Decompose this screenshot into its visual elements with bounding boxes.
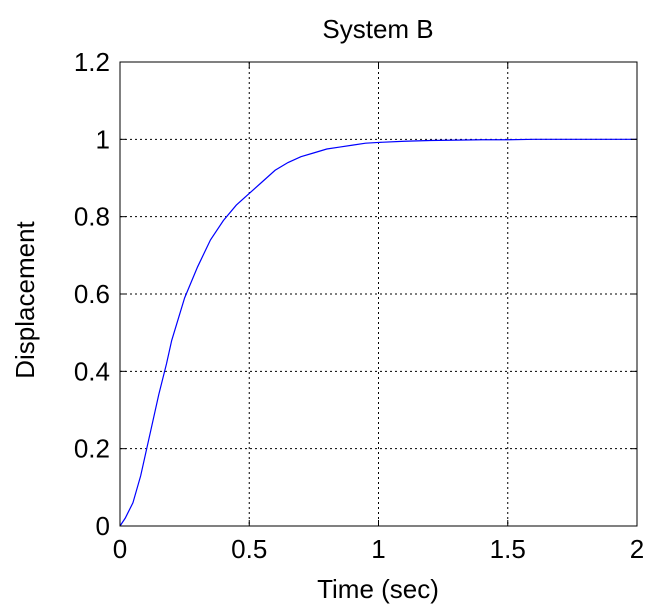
y-tick-label: 0.6 <box>74 279 110 309</box>
x-tick-label: 2 <box>630 534 644 564</box>
grid-layer <box>120 62 637 526</box>
x-axis-label: Time (sec) <box>317 574 439 604</box>
series-layer <box>119 138 637 527</box>
y-tick-label: 0 <box>96 511 110 541</box>
x-tick-label: 0.5 <box>231 534 267 564</box>
tick-labels: 0 0.5 1 1.5 2 0 0.2 0.4 0.6 0.8 1 1.2 <box>74 47 644 564</box>
y-tick-label: 1 <box>96 124 110 154</box>
axes-frame <box>119 61 638 527</box>
series-line <box>119 138 637 527</box>
x-tick-label: 1.5 <box>490 534 526 564</box>
x-tick-label: 0 <box>113 534 127 564</box>
chart-title: System B <box>322 14 433 44</box>
x-tick-label: 1 <box>371 534 385 564</box>
y-tick-label: 0.2 <box>74 434 110 464</box>
y-axis-label: Displacement <box>10 220 40 378</box>
y-tick-label: 1.2 <box>74 47 110 77</box>
y-tick-label: 0.4 <box>74 356 110 386</box>
y-tick-label: 0.8 <box>74 202 110 232</box>
plot-area <box>119 61 638 527</box>
